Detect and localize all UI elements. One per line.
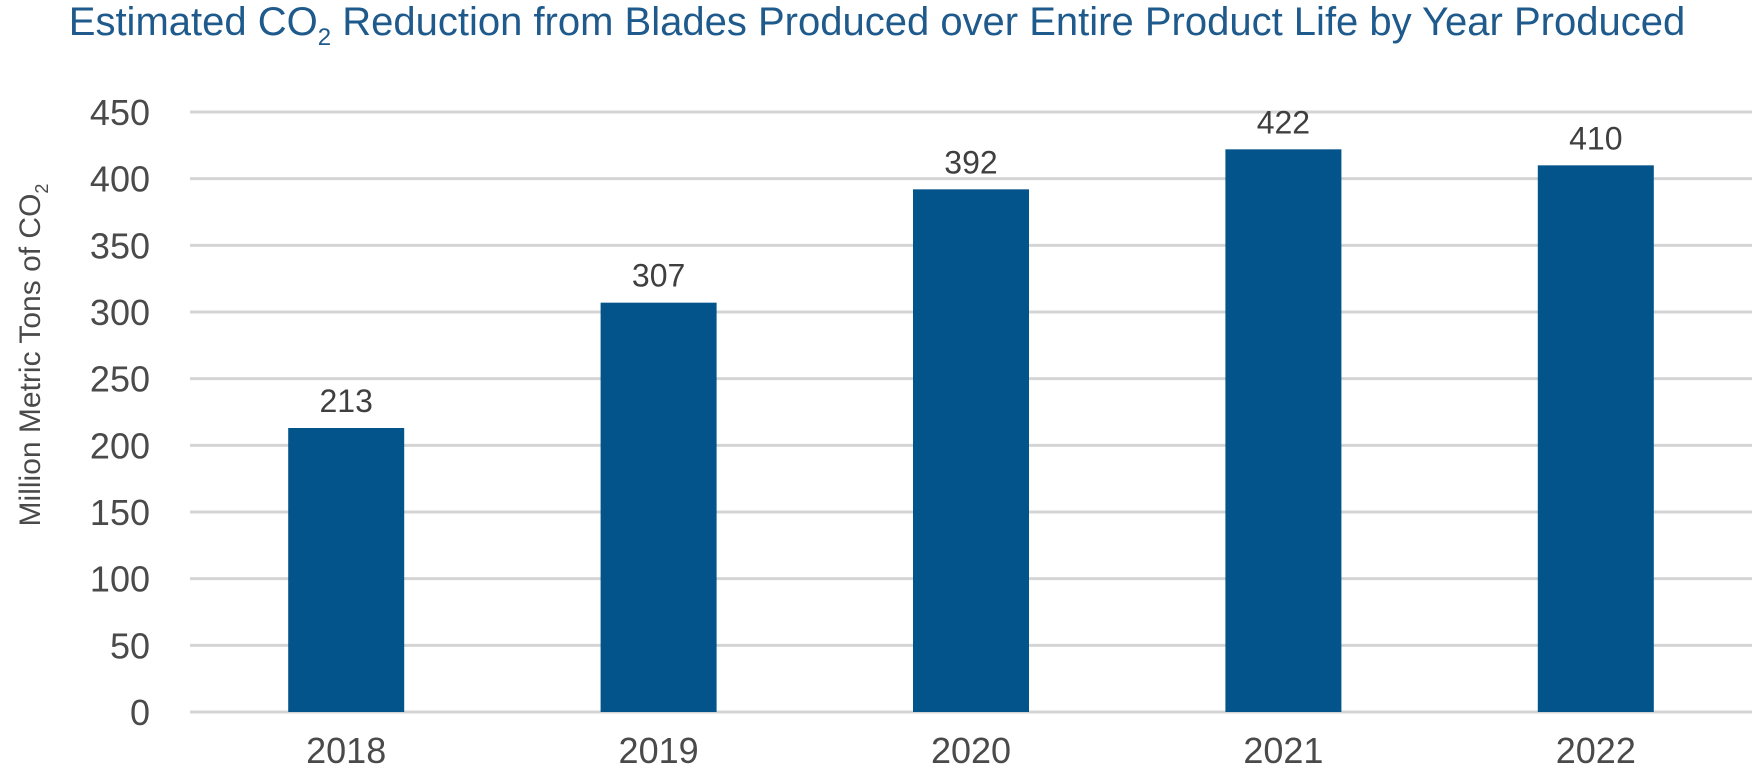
bars	[288, 149, 1654, 713]
chart-title-part-2: Reduction from Blades Produced over Enti…	[331, 0, 1685, 44]
x-axis-ticks: 2018 2019 2020 2021 2022	[306, 730, 1636, 770]
bar-2019	[600, 302, 717, 712]
bar-2020	[913, 189, 1029, 713]
x-tick-label: 2018	[306, 730, 386, 770]
x-tick-label: 2021	[1243, 730, 1323, 770]
data-label-2022: 410	[1569, 120, 1622, 156]
y-tick-label: 350	[90, 225, 150, 266]
bar-2018	[288, 428, 405, 712]
bar-2021	[1225, 149, 1342, 713]
chart-title-subscript: 2	[318, 24, 331, 51]
data-labels: 213 307 392 422 410	[320, 104, 1623, 419]
data-label-2019: 307	[632, 258, 685, 294]
x-tick-label: 2022	[1556, 730, 1636, 770]
y-tick-label: 250	[90, 359, 150, 400]
y-tick-label: 400	[90, 159, 150, 200]
x-tick-label: 2020	[931, 730, 1011, 770]
y-axis-label-subscript: 2	[32, 184, 52, 194]
y-tick-label: 50	[110, 625, 150, 666]
y-axis-ticks: 0 50 100 150 200 250 300 350 400 450	[90, 92, 150, 733]
y-tick-label: 300	[90, 292, 150, 333]
data-label-2018: 213	[320, 383, 373, 419]
y-tick-label: 200	[90, 425, 150, 466]
x-tick-label: 2019	[619, 730, 699, 770]
data-label-2020: 392	[944, 144, 997, 180]
chart-title: Estimated CO2 Reduction from Blades Prod…	[69, 0, 1685, 51]
chart-title-part-1: Estimated CO	[69, 0, 318, 44]
y-tick-label: 100	[90, 559, 150, 600]
y-tick-label: 150	[90, 492, 150, 533]
y-tick-label: 0	[130, 692, 150, 733]
y-tick-label: 450	[90, 92, 150, 133]
y-axis-label: Million Metric Tons of CO2	[14, 184, 52, 527]
y-axis-label-main: Million Metric Tons of CO	[14, 194, 47, 527]
bar-2022	[1537, 165, 1654, 713]
data-label-2021: 422	[1257, 104, 1310, 140]
